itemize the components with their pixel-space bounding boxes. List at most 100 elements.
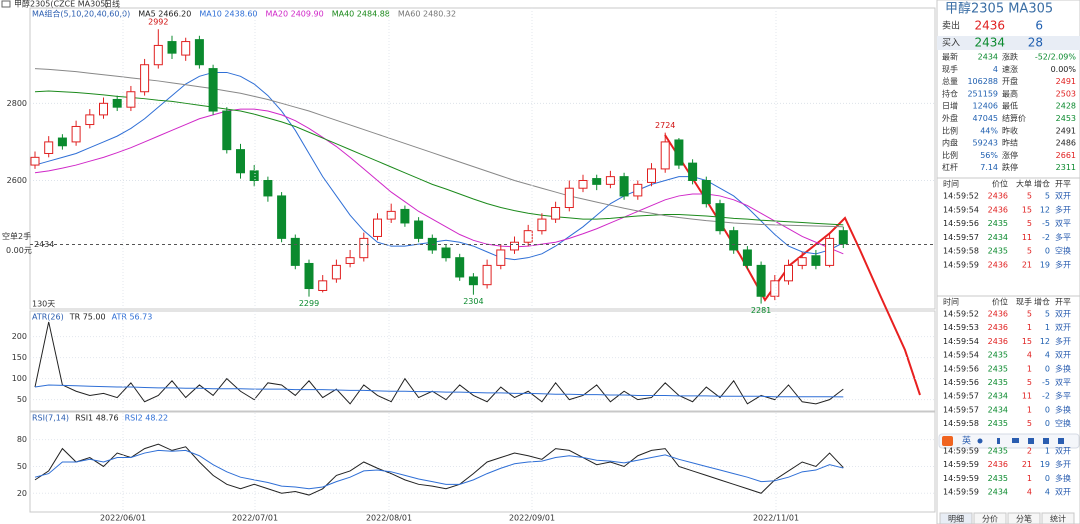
candle-body (811, 255, 821, 266)
tab[interactable] (1007, 512, 1041, 524)
stat-label: 最高 (1002, 88, 1018, 98)
candle-body (263, 179, 273, 197)
table-cell: 多开 (1055, 336, 1071, 346)
candle-body (331, 264, 341, 280)
table-cell: 12 (1040, 337, 1050, 346)
stat-value: 2486 (1056, 139, 1076, 148)
legend-item: MA40 2484.88 (332, 10, 390, 19)
stat-label: 外盘 (942, 113, 958, 123)
tab-label[interactable]: 明细 (948, 514, 964, 524)
table-header: 开平 (1055, 298, 1071, 307)
table-cell: 2434 (988, 392, 1008, 401)
indicator-line (34, 321, 844, 405)
ime-logo (942, 436, 953, 446)
table-cell: 多换 (1055, 473, 1071, 483)
main-panel (29, 7, 936, 310)
table-header: 价位 (992, 179, 1008, 189)
legend-item: MA组合(5,10,20,40,60,0) (32, 9, 130, 19)
indicator-header: RSI2 48.22 (125, 414, 169, 423)
candle-body (140, 64, 150, 93)
table-cell: 双开 (1055, 192, 1071, 201)
toolbar-period[interactable]: 日线 (104, 0, 120, 9)
y-tick-label: 80 (17, 435, 27, 444)
stat-value: 59243 (973, 139, 998, 148)
table-cell: 2435 (988, 419, 1008, 428)
x-tick-label: 2022/06/01 (100, 514, 146, 523)
table-cell: 多开 (1055, 260, 1071, 270)
table-cell: 1 (1045, 447, 1050, 456)
table-cell: 双平 (1055, 378, 1071, 387)
atr-panel (29, 310, 936, 412)
candle-body (605, 176, 615, 185)
table-cell: 5 (1045, 192, 1050, 201)
y-tick-label: 20 (17, 489, 27, 498)
legend-item: MA5 2466.20 (138, 10, 191, 19)
table-cell: 双开 (1055, 488, 1071, 497)
stat-label: 持仓 (942, 88, 958, 98)
ma-line (34, 68, 844, 228)
table-cell: 1 (1027, 474, 1032, 483)
candle-body (359, 237, 369, 259)
stat-value: 47045 (973, 114, 998, 123)
quote-price: 2434 (974, 36, 1005, 50)
table-cell: 多换 (1055, 404, 1071, 414)
tab[interactable] (1041, 512, 1075, 524)
table-cell: 14:59:53 (943, 323, 979, 332)
ime-toolbar[interactable] (938, 433, 1080, 449)
candle-body (277, 195, 287, 239)
tab-label[interactable]: 统计 (1050, 514, 1066, 524)
table-cell: 双开 (1055, 351, 1071, 360)
tab-label[interactable]: 分笔 (1016, 514, 1032, 524)
tab[interactable] (973, 512, 1007, 524)
table-cell: 双开 (1055, 447, 1071, 456)
table-header: 开平 (1055, 180, 1071, 189)
table-cell: 0 (1045, 247, 1050, 256)
stat-label: 现手 (942, 64, 958, 74)
table-cell: 5 (1027, 378, 1032, 387)
table-cell: 14:59:57 (943, 233, 979, 242)
candle-body (660, 141, 670, 170)
candle-body (770, 280, 780, 297)
stat-label: 最低 (1002, 101, 1018, 111)
table-cell: 2436 (988, 323, 1008, 332)
y-tick-label: 100 (12, 374, 27, 383)
table-cell: 2436 (988, 337, 1008, 346)
candle-body (57, 137, 67, 147)
quote-label: 卖出 (942, 20, 960, 32)
candle-body (236, 149, 245, 174)
stat-label: 速涨 (1002, 64, 1018, 74)
table-cell: 4 (1027, 488, 1032, 497)
table-cell: 2436 (988, 460, 1008, 469)
table-cell: 4 (1045, 351, 1050, 360)
candle-body (523, 230, 533, 243)
candle-body (153, 44, 163, 66)
tab-label[interactable]: 分价 (982, 515, 998, 524)
table-cell: -5 (1042, 219, 1050, 228)
days-label: 130天 (32, 300, 55, 309)
table-cell: 14:59:56 (943, 378, 979, 387)
candle-body (756, 264, 766, 297)
menu-icon[interactable] (1, 0, 11, 8)
table-cell: 2435 (988, 219, 1008, 228)
profit-label: 0.00元 (6, 246, 32, 255)
candle-body (30, 156, 40, 166)
quote-title: 甲醇2305 MA305 (945, 1, 1053, 17)
tab[interactable] (939, 512, 973, 524)
indicator-line (34, 449, 844, 490)
indicator-header: TR 75.00 (69, 313, 106, 322)
table-cell: 2435 (988, 247, 1008, 256)
legend-item: MA20 2409.90 (266, 10, 324, 19)
candle-body (633, 183, 643, 197)
candle-body (194, 39, 204, 66)
ime-mode[interactable]: 英 (962, 435, 971, 447)
table-cell: 11 (1022, 233, 1032, 242)
stat-label: 跌停 (1002, 162, 1018, 172)
table-cell: 14:59:54 (943, 351, 979, 360)
stat-value: 7.14 (980, 163, 998, 172)
y-tick-label: 150 (12, 353, 27, 362)
candle-body (345, 257, 355, 264)
stat-value: 106288 (967, 77, 998, 86)
table-cell: 0 (1045, 364, 1050, 373)
candle-body (112, 98, 122, 108)
